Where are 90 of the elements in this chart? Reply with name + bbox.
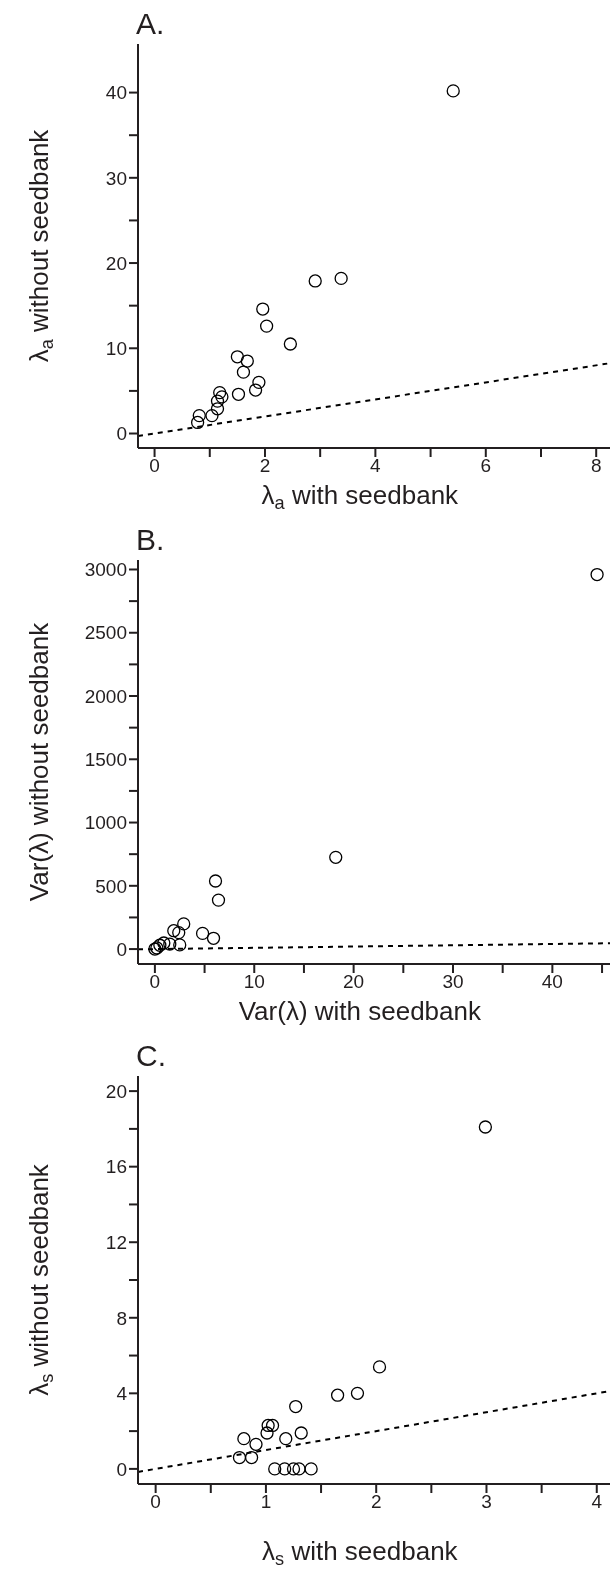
x-tick-label: 40 — [541, 971, 563, 993]
point — [236, 365, 251, 379]
point — [283, 337, 298, 351]
y-tick-label: 2000 — [84, 685, 127, 707]
y-tick-label: 500 — [95, 875, 127, 897]
y-axis-title: Var(λ) without seedbank — [24, 621, 54, 902]
point — [237, 1432, 251, 1446]
y-tick-label: 20 — [105, 252, 127, 274]
y-tick-label: 0 — [116, 423, 127, 445]
point — [256, 302, 270, 316]
x-tick-label: 4 — [591, 1491, 603, 1513]
point — [294, 1426, 308, 1440]
point — [350, 1386, 365, 1400]
point — [334, 271, 348, 286]
x-tick-label: 20 — [343, 971, 365, 993]
x-tick-label: 1 — [260, 1491, 272, 1513]
point — [372, 1360, 387, 1374]
y-tick-label: 1000 — [84, 812, 127, 834]
point — [329, 850, 343, 864]
x-tick-label: 10 — [243, 971, 265, 993]
point — [590, 567, 604, 582]
y-tick-label: 1500 — [84, 749, 127, 771]
point — [308, 274, 322, 288]
point — [232, 1450, 247, 1465]
point — [304, 1462, 318, 1476]
point — [157, 936, 171, 950]
point — [248, 383, 263, 397]
point — [192, 408, 206, 423]
point — [195, 926, 210, 941]
point — [206, 931, 221, 945]
point — [172, 925, 186, 940]
point — [252, 375, 266, 390]
x-tick-label: 6 — [480, 455, 492, 477]
point — [190, 415, 205, 430]
point — [215, 390, 229, 404]
point — [278, 1462, 292, 1476]
point — [292, 1462, 306, 1476]
point — [167, 924, 181, 938]
point — [330, 1388, 345, 1402]
point — [205, 408, 219, 423]
point — [173, 938, 187, 952]
point — [286, 1462, 301, 1476]
x-tick-label: 3 — [481, 1491, 492, 1513]
y-tick-label: 20 — [105, 1080, 127, 1102]
x-tick-label: 4 — [370, 455, 382, 477]
y-tick-label: 4 — [116, 1383, 128, 1405]
point — [478, 1120, 493, 1134]
y-tick-label: 0 — [116, 1458, 127, 1480]
x-axis-title: λ$_{a}$ with seedbank — [261, 480, 460, 514]
point — [265, 1418, 280, 1433]
point — [261, 1418, 275, 1433]
point — [177, 917, 191, 931]
y-tick-label: 40 — [105, 82, 127, 104]
x-tick-label: 30 — [442, 971, 464, 993]
y-tick-label: 16 — [105, 1156, 127, 1178]
point — [260, 1426, 274, 1440]
y-tick-label: 2500 — [84, 622, 127, 644]
point — [230, 350, 245, 364]
chart-title: B. — [136, 522, 165, 558]
y-tick-label: 8 — [116, 1307, 127, 1329]
y-tick-label: 12 — [105, 1231, 127, 1253]
point — [210, 394, 225, 408]
y-tick-label: 3000 — [84, 559, 127, 581]
x-tick-label: 0 — [149, 971, 161, 993]
x-tick-label: 0 — [150, 1491, 161, 1513]
x-tick-label: 8 — [590, 455, 602, 477]
x-axis-title: λ$_{s}$ with seedbank — [262, 1536, 459, 1570]
point — [289, 1399, 303, 1414]
point — [279, 1432, 293, 1446]
point — [259, 319, 274, 333]
point — [210, 402, 225, 416]
point — [211, 893, 226, 907]
y-tick-label: 0 — [116, 938, 127, 960]
chart-title: A. — [136, 6, 165, 42]
point — [249, 1437, 263, 1451]
y-tick-label: 10 — [105, 338, 127, 360]
point — [231, 387, 246, 401]
x-tick-label: 0 — [149, 455, 160, 477]
point — [268, 1462, 282, 1476]
x-tick-label: 2 — [370, 1491, 382, 1513]
point — [244, 1450, 259, 1465]
point — [240, 354, 254, 368]
point — [213, 385, 227, 400]
x-axis-title: Var(λ) with seedbank — [238, 996, 482, 1026]
point — [163, 937, 177, 951]
x-tick-label: 2 — [259, 455, 271, 477]
point — [446, 84, 460, 98]
point — [208, 874, 223, 888]
y-tick-label: 30 — [105, 167, 127, 189]
chart-title: C. — [136, 1038, 166, 1074]
